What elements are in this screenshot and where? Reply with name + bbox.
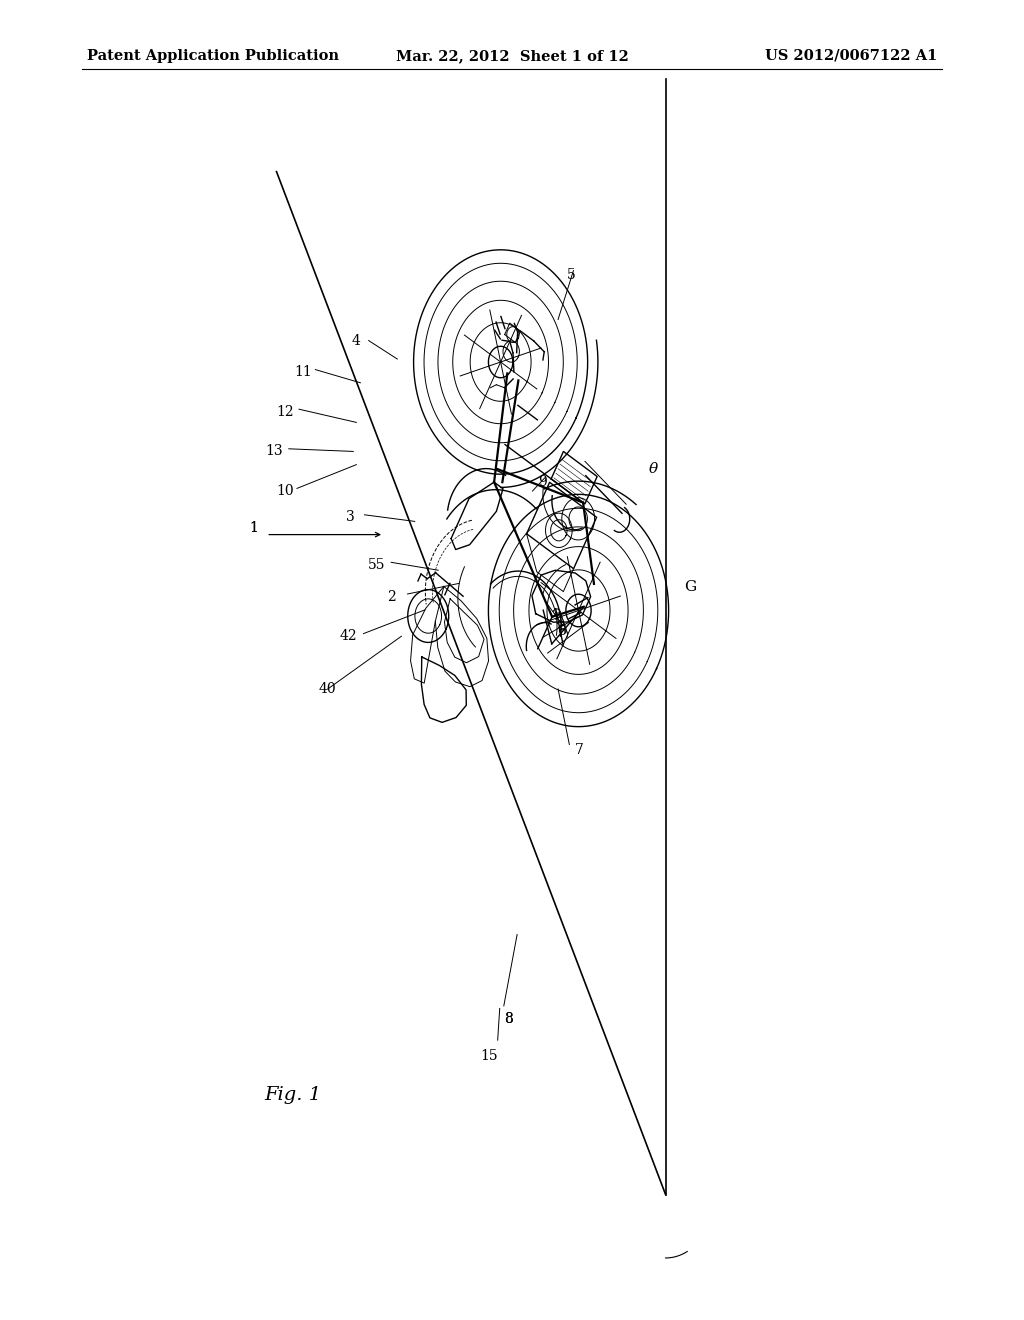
- Text: θ: θ: [649, 462, 657, 475]
- Text: G: G: [684, 581, 696, 594]
- Text: 1: 1: [250, 521, 258, 535]
- Text: 15: 15: [480, 1049, 499, 1063]
- Text: 10: 10: [275, 484, 294, 498]
- Text: 5: 5: [567, 268, 575, 281]
- Text: 42: 42: [339, 630, 357, 643]
- Text: Patent Application Publication: Patent Application Publication: [87, 49, 339, 63]
- Text: 6: 6: [557, 624, 565, 638]
- Text: 1: 1: [250, 521, 258, 535]
- Text: 8: 8: [505, 1012, 513, 1026]
- Text: 9: 9: [539, 475, 547, 488]
- Text: 2: 2: [387, 590, 395, 603]
- Text: 12: 12: [275, 405, 294, 418]
- Text: 4: 4: [352, 334, 360, 347]
- Text: 7: 7: [575, 743, 584, 756]
- Text: 11: 11: [294, 366, 312, 379]
- Text: Mar. 22, 2012  Sheet 1 of 12: Mar. 22, 2012 Sheet 1 of 12: [395, 49, 629, 63]
- Text: Fig. 1: Fig. 1: [264, 1086, 322, 1105]
- Text: 55: 55: [368, 558, 386, 572]
- Text: US 2012/0067122 A1: US 2012/0067122 A1: [765, 49, 937, 63]
- Text: 3: 3: [346, 511, 354, 524]
- Text: 13: 13: [265, 445, 284, 458]
- Text: 8: 8: [505, 1012, 513, 1026]
- Text: 40: 40: [318, 682, 337, 696]
